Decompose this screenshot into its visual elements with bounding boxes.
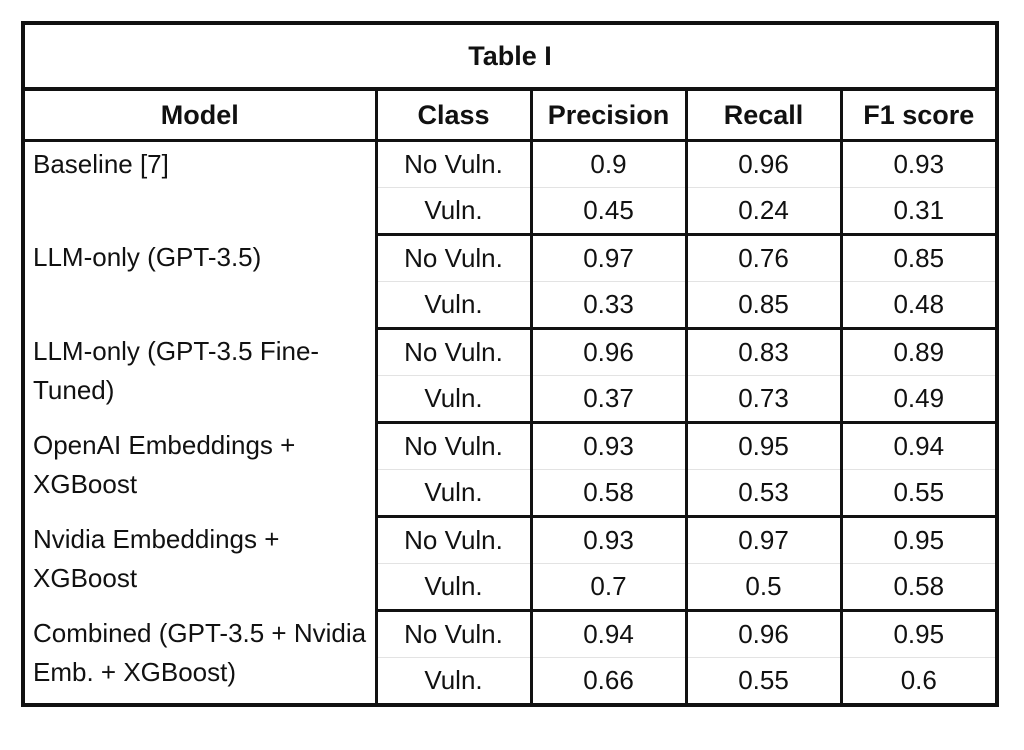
class-cell: No Vuln. [374,516,531,564]
model-name: OpenAI Embeddings + XGBoost [33,429,296,499]
f1-cell: 0.93 [839,140,998,188]
recall-cell: 0.5 [684,563,841,612]
table-row: OpenAI Embeddings + XGBoost No Vuln. 0.9… [23,422,998,499]
table-row: Vuln. 0.7 0.5 0.58 [23,563,998,612]
class-cell: No Vuln. [374,610,531,658]
precision-cell: 0.37 [529,375,686,424]
f1-cell: 0.95 [839,610,998,658]
class-cell: Vuln. [374,469,531,518]
table-row: Vuln. 0.33 0.85 0.48 [23,281,998,330]
column-header-model: Model [23,89,376,142]
table-row: LLM-only (GPT-3.5) No Vuln. 0.97 0.76 0.… [23,234,998,282]
table-row: Vuln. 0.37 0.73 0.49 [23,375,998,424]
recall-cell: 0.83 [684,328,841,376]
class-cell: No Vuln. [374,328,531,376]
precision-cell: 0.66 [529,657,686,705]
table-row: Combined (GPT-3.5 + Nvidia Emb. + XGBoos… [23,610,998,687]
class-cell: No Vuln. [374,234,531,282]
f1-cell: 0.48 [839,281,998,330]
precision-cell: 0.7 [529,563,686,612]
table-row: Vuln. 0.45 0.24 0.31 [23,187,998,236]
class-cell: No Vuln. [374,422,531,470]
f1-cell: 0.95 [839,516,998,564]
recall-cell: 0.76 [684,234,841,282]
f1-cell: 0.49 [839,375,998,424]
recall-cell: 0.96 [684,610,841,658]
precision-cell: 0.45 [529,187,686,236]
f1-cell: 0.58 [839,563,998,612]
column-header-precision: Precision [529,89,686,142]
recall-cell: 0.97 [684,516,841,564]
precision-cell: 0.58 [529,469,686,518]
header-row: Model Class Precision Recall F1 score [23,89,998,142]
recall-cell: 0.85 [684,281,841,330]
class-cell: Vuln. [374,281,531,330]
precision-cell: 0.94 [529,610,686,658]
recall-cell: 0.53 [684,469,841,518]
column-header-f1-score: F1 score [839,89,998,142]
recall-cell: 0.73 [684,375,841,424]
table-row: Nvidia Embeddings + XGBoost No Vuln. 0.9… [23,516,998,593]
recall-cell: 0.55 [684,657,841,705]
table-row: Vuln. 0.66 0.55 0.6 [23,657,998,705]
precision-cell: 0.93 [529,422,686,470]
class-cell: Vuln. [374,375,531,424]
recall-cell: 0.95 [684,422,841,470]
f1-cell: 0.94 [839,422,998,470]
model-name: Nvidia Embeddings + XGBoost [33,523,280,593]
class-cell: Vuln. [374,657,531,705]
table-title: Table I [23,23,998,91]
recall-cell: 0.24 [684,187,841,236]
table-row: Vuln. 0.58 0.53 0.55 [23,469,998,518]
f1-cell: 0.55 [839,469,998,518]
results-table: Table I Model Class Precision Recall F1 … [21,21,1000,707]
f1-cell: 0.89 [839,328,998,376]
f1-cell: 0.31 [839,187,998,236]
model-name: LLM-only (GPT-3.5) [33,241,262,272]
table-row: LLM-only (GPT-3.5 Fine-Tuned) No Vuln. 0… [23,328,998,405]
f1-cell: 0.6 [839,657,998,705]
precision-cell: 0.33 [529,281,686,330]
precision-cell: 0.97 [529,234,686,282]
model-name: Baseline [7] [33,149,169,179]
precision-cell: 0.93 [529,516,686,564]
model-name: LLM-only (GPT-3.5 Fine-Tuned) [33,335,320,405]
precision-cell: 0.9 [529,140,686,188]
table-row: Baseline [7] No Vuln. 0.9 0.96 0.93 [23,140,998,188]
class-cell: Vuln. [374,563,531,612]
f1-cell: 0.85 [839,234,998,282]
column-header-class: Class [374,89,531,142]
class-cell: No Vuln. [374,140,531,188]
model-name: Combined (GPT-3.5 + Nvidia Emb. + XGBoos… [33,617,367,687]
column-header-recall: Recall [684,89,841,142]
precision-cell: 0.96 [529,328,686,376]
recall-cell: 0.96 [684,140,841,188]
class-cell: Vuln. [374,187,531,236]
